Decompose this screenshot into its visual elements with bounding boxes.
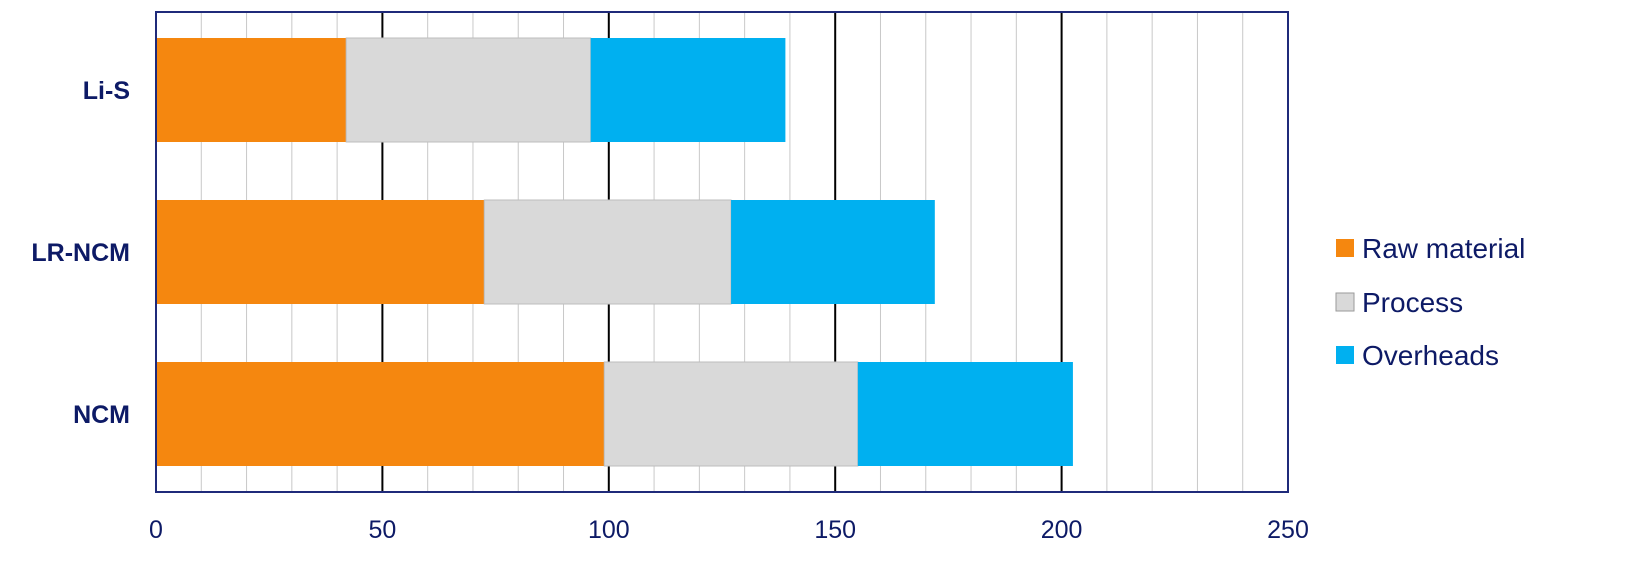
- category-labels: Li-S LR-NCM NCM: [31, 77, 130, 429]
- legend: Raw material Process Overheads: [1335, 233, 1525, 371]
- legend-swatch: [1336, 239, 1354, 257]
- bar-segment-raw-material-li-s: [156, 38, 347, 142]
- bar-segment-overheads-lr-ncm: [731, 200, 935, 304]
- x-tick-label: 50: [368, 516, 396, 544]
- bar-segment-overheads-ncm: [857, 362, 1073, 466]
- x-tick-label: 200: [1041, 516, 1083, 544]
- x-tick-label: 150: [814, 516, 856, 544]
- bar-segment-process-li-s: [345, 37, 592, 143]
- legend-label: Raw material: [1362, 233, 1525, 264]
- x-tick-label: 100: [588, 516, 630, 544]
- legend-label: Overheads: [1362, 340, 1499, 371]
- plot-area-frame: [155, 11, 1289, 493]
- category-label: NCM: [73, 401, 130, 429]
- bar-segment-overheads-li-s: [590, 38, 786, 142]
- bar-segment-process-lr-ncm: [483, 199, 732, 305]
- legend-swatch: [1335, 292, 1355, 312]
- legend-swatch: [1336, 346, 1354, 364]
- bars: [156, 37, 1073, 467]
- bar-segment-raw-material-lr-ncm: [156, 200, 485, 304]
- x-axis-tick-labels: 0 50 100 150 200 250: [149, 516, 1309, 544]
- x-tick-label: 250: [1267, 516, 1309, 544]
- x-tick-label: 0: [149, 516, 163, 544]
- legend-label: Process: [1362, 287, 1463, 318]
- category-label: Li-S: [83, 77, 130, 105]
- bar-segment-process-ncm: [603, 361, 859, 467]
- category-label: LR-NCM: [31, 239, 130, 267]
- bar-segment-raw-material-ncm: [156, 362, 605, 466]
